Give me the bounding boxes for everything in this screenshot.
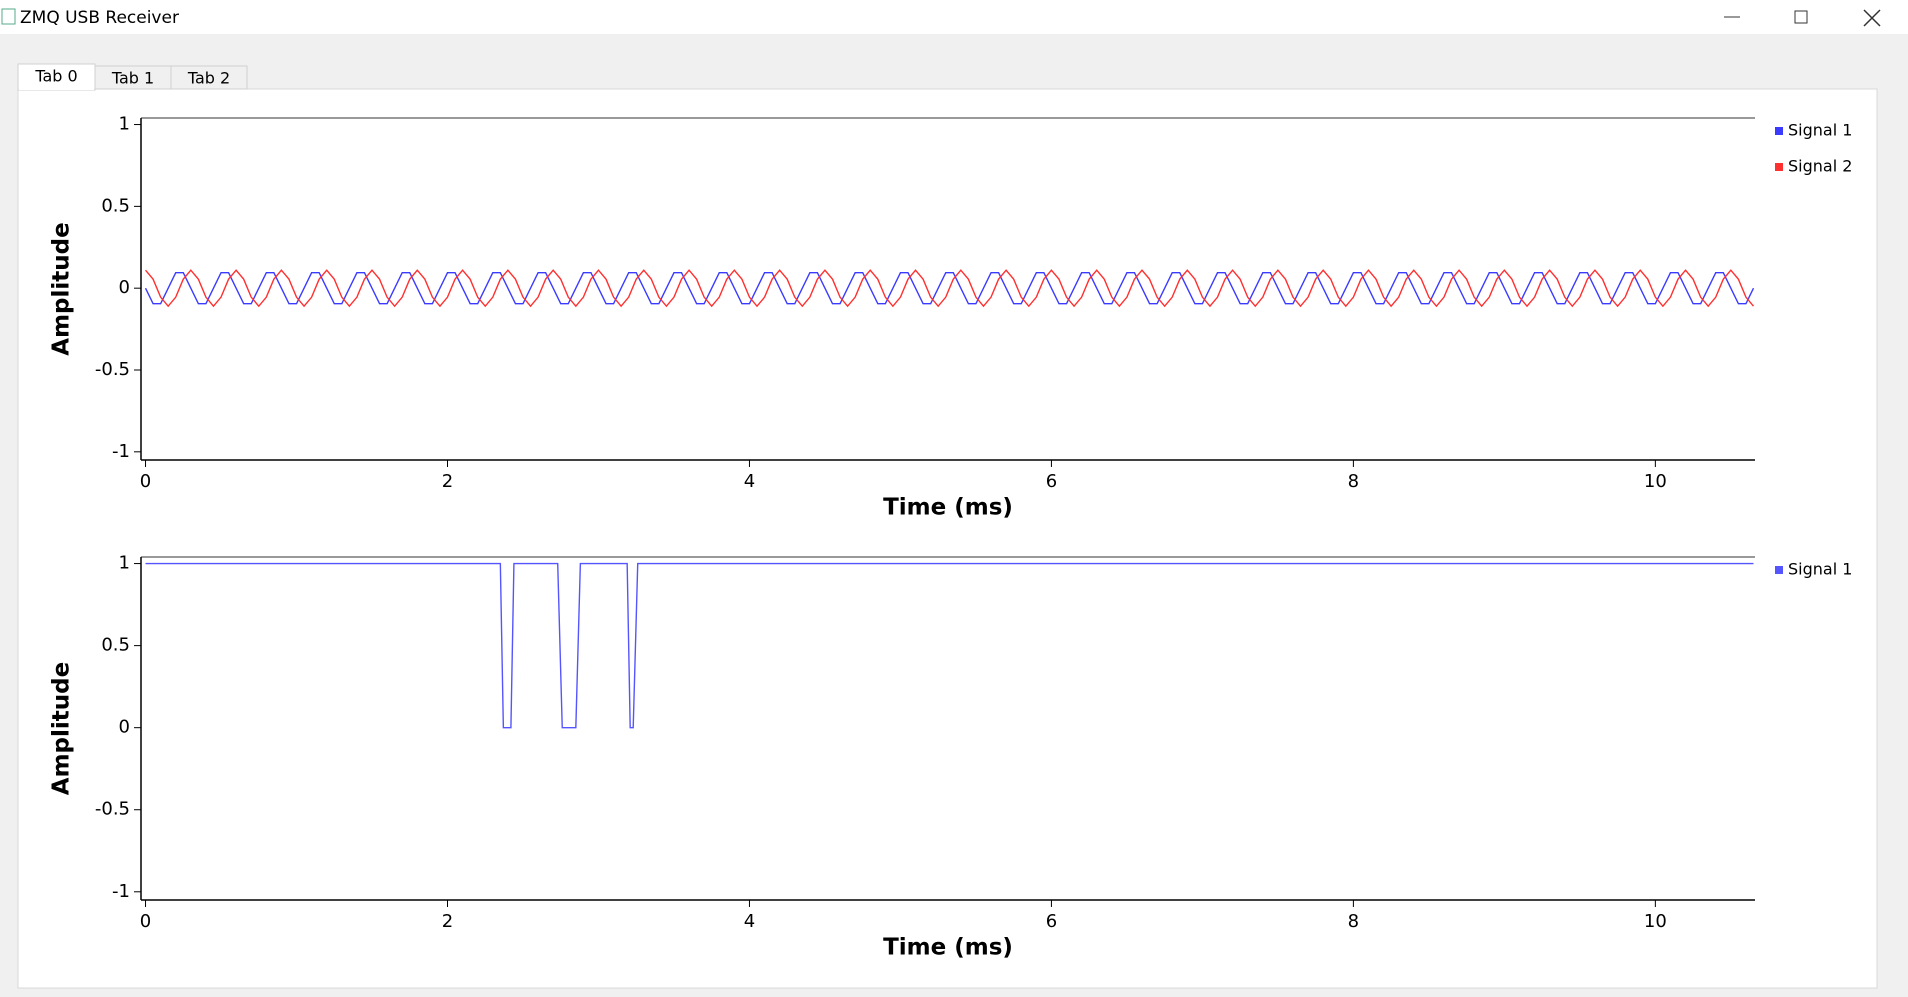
x-tick-label: 10 [1644,911,1667,932]
x-axis-label: Time (ms) [883,935,1013,961]
x-tick-label: 2 [442,471,453,492]
y-tick-label: 0 [119,717,130,738]
legend-label: Signal 2 [1788,157,1852,176]
x-tick-label: 8 [1348,911,1359,932]
tab-label[interactable]: Tab 1 [111,69,154,88]
y-tick-label: 1 [119,114,130,135]
signal-line [144,271,1755,305]
x-tick-label: 0 [140,911,151,932]
signal-line [144,269,1755,308]
y-axis-label: Amplitude [49,662,75,795]
x-axis-label: Time (ms) [883,495,1013,521]
y-tick-label: -0.5 [95,799,130,820]
y-tick-label: -1 [112,881,130,902]
y-tick-label: 0.5 [101,195,130,216]
x-tick-label: 6 [1046,471,1057,492]
legend-swatch [1775,127,1783,135]
tab[interactable] [170,65,248,90]
window-title: ZMQ USB Receiver [20,8,179,28]
legend-label: Signal 1 [1788,121,1852,140]
tab-label[interactable]: Tab 2 [187,69,230,88]
tab[interactable] [17,63,96,91]
app-icon [1,8,16,25]
x-tick-label: 0 [140,471,151,492]
y-axis-label: Amplitude [49,222,75,355]
legend-swatch [1775,566,1783,574]
signal-line [145,562,1754,729]
x-tick-label: 6 [1046,911,1057,932]
tab-label[interactable]: Tab 0 [34,67,77,86]
x-tick-label: 2 [442,911,453,932]
legend-label: Signal 1 [1788,560,1852,579]
x-tick-label: 4 [744,471,755,492]
tab-panel [17,88,1878,989]
x-tick-label: 8 [1348,471,1359,492]
legend-swatch [1775,163,1783,171]
close-button[interactable] [1863,9,1881,27]
y-tick-label: 0.5 [101,635,130,656]
x-tick-label: 4 [744,911,755,932]
y-tick-label: -0.5 [95,359,130,380]
restore-button[interactable] [1794,10,1808,24]
y-tick-label: 1 [119,553,130,574]
x-tick-label: 10 [1644,471,1667,492]
title-bar [0,0,1908,34]
y-tick-label: 0 [119,277,130,298]
y-tick-label: -1 [112,441,130,462]
